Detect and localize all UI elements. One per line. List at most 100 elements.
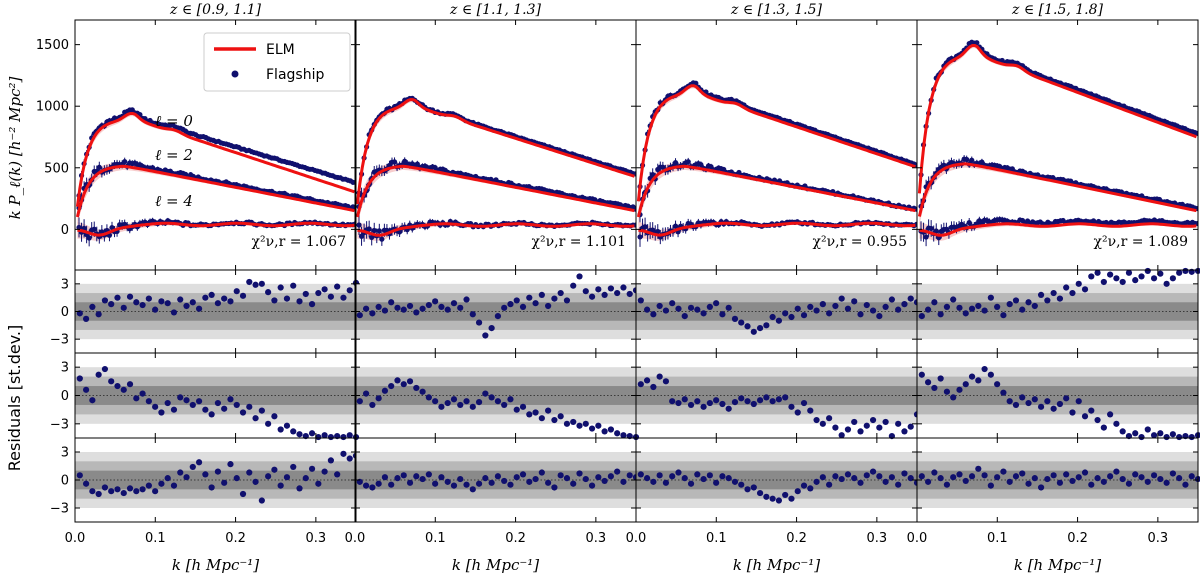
data-point-l2 (391, 159, 398, 165)
residual-y-tick-label: −3 (50, 502, 69, 517)
residual-point (1113, 275, 1120, 282)
residual-point (239, 409, 247, 416)
panel-2 (355, 95, 640, 508)
data-point-l4 (637, 234, 643, 240)
legend-label-flagship: Flagship (266, 67, 324, 83)
residual-point (1069, 477, 1076, 485)
residual-point (576, 470, 583, 477)
residual-point (681, 313, 688, 320)
residual-point (1056, 400, 1064, 408)
residual-point (1150, 275, 1158, 282)
residual-point (669, 398, 676, 405)
residual-point (76, 472, 83, 479)
residual-point (987, 482, 994, 489)
residual-point (719, 473, 726, 480)
residual-point (813, 478, 820, 485)
x-tick-label: 0.3 (586, 531, 607, 546)
residual-point (265, 420, 272, 427)
residual-point (277, 482, 284, 489)
residual-point (214, 300, 222, 307)
residual-point (208, 411, 215, 418)
residual-point (1025, 480, 1032, 487)
residual-point (994, 303, 1001, 310)
residual-point (89, 488, 96, 495)
residual-point (108, 378, 115, 385)
residual-point (290, 428, 297, 435)
residual-point (675, 305, 682, 312)
residual-point (419, 475, 426, 483)
residual-point (1006, 301, 1013, 308)
residual-point (189, 299, 196, 306)
residual-point (488, 394, 495, 401)
residual-point (475, 480, 483, 487)
residual-point (246, 278, 253, 286)
residual-point (725, 405, 732, 412)
residual-point (950, 394, 957, 401)
residual-point (133, 395, 140, 402)
residual-point (469, 311, 476, 318)
residual-point (570, 480, 577, 487)
residual-point (763, 394, 770, 401)
residual-point (315, 433, 322, 441)
residual-point (895, 420, 902, 427)
residual-point (582, 288, 589, 295)
residual-point (519, 303, 527, 310)
residual-point (321, 286, 328, 293)
residual-point (794, 409, 801, 416)
x-tick-label: 0.1 (145, 531, 166, 546)
x-tick-label: 0.3 (306, 531, 327, 546)
residual-point (246, 403, 253, 410)
residual-point (258, 497, 265, 504)
model-line-l4 (77, 221, 355, 237)
residual-point (687, 480, 695, 487)
x-tick-label: 0.1 (987, 531, 1008, 546)
residual-point (994, 474, 1001, 481)
residual-point (432, 480, 439, 487)
residual-point (82, 480, 90, 487)
residual-point (931, 384, 938, 392)
residual-point (937, 311, 944, 318)
residual-point (513, 474, 520, 481)
residual-point (227, 298, 234, 305)
residual-point (258, 280, 265, 287)
residual-point (750, 328, 757, 335)
residual-point (1188, 473, 1195, 480)
residual-point (950, 474, 957, 481)
residual-point (308, 430, 316, 437)
residual-point (851, 475, 858, 482)
residual-point (557, 472, 564, 479)
residual-point (82, 386, 90, 393)
data-point-l4 (376, 228, 382, 234)
data-point-l4 (356, 222, 362, 228)
residual-point (1025, 399, 1032, 407)
residual-point (1050, 472, 1057, 479)
residual-point (400, 381, 407, 388)
residual-point (532, 475, 539, 483)
residual-point (1169, 431, 1176, 438)
residual-point (838, 295, 845, 302)
residual-point (463, 296, 470, 303)
top-y-tick-label: 1500 (36, 38, 69, 53)
residual-point (601, 291, 608, 298)
data-point-l2 (672, 160, 679, 166)
model-line-l2 (75, 164, 355, 218)
residual-point (950, 296, 957, 303)
residual-point (538, 469, 545, 476)
residual-point (601, 428, 608, 435)
residual-point (943, 388, 951, 395)
residual-point (595, 422, 602, 429)
residual-point (450, 300, 458, 307)
residual-point (1144, 267, 1151, 275)
x-tick-label: 0.2 (225, 531, 246, 546)
data-point-l2 (698, 162, 704, 168)
residual-point (532, 300, 539, 307)
residual-point (1056, 479, 1064, 486)
residual-point (406, 479, 414, 486)
residual-point (1088, 273, 1095, 280)
residual-point (290, 463, 297, 471)
data-point-l4 (109, 224, 115, 231)
x-tick-label: 0.2 (505, 531, 526, 546)
residual-point (1081, 413, 1089, 420)
residual-point (1031, 396, 1038, 403)
